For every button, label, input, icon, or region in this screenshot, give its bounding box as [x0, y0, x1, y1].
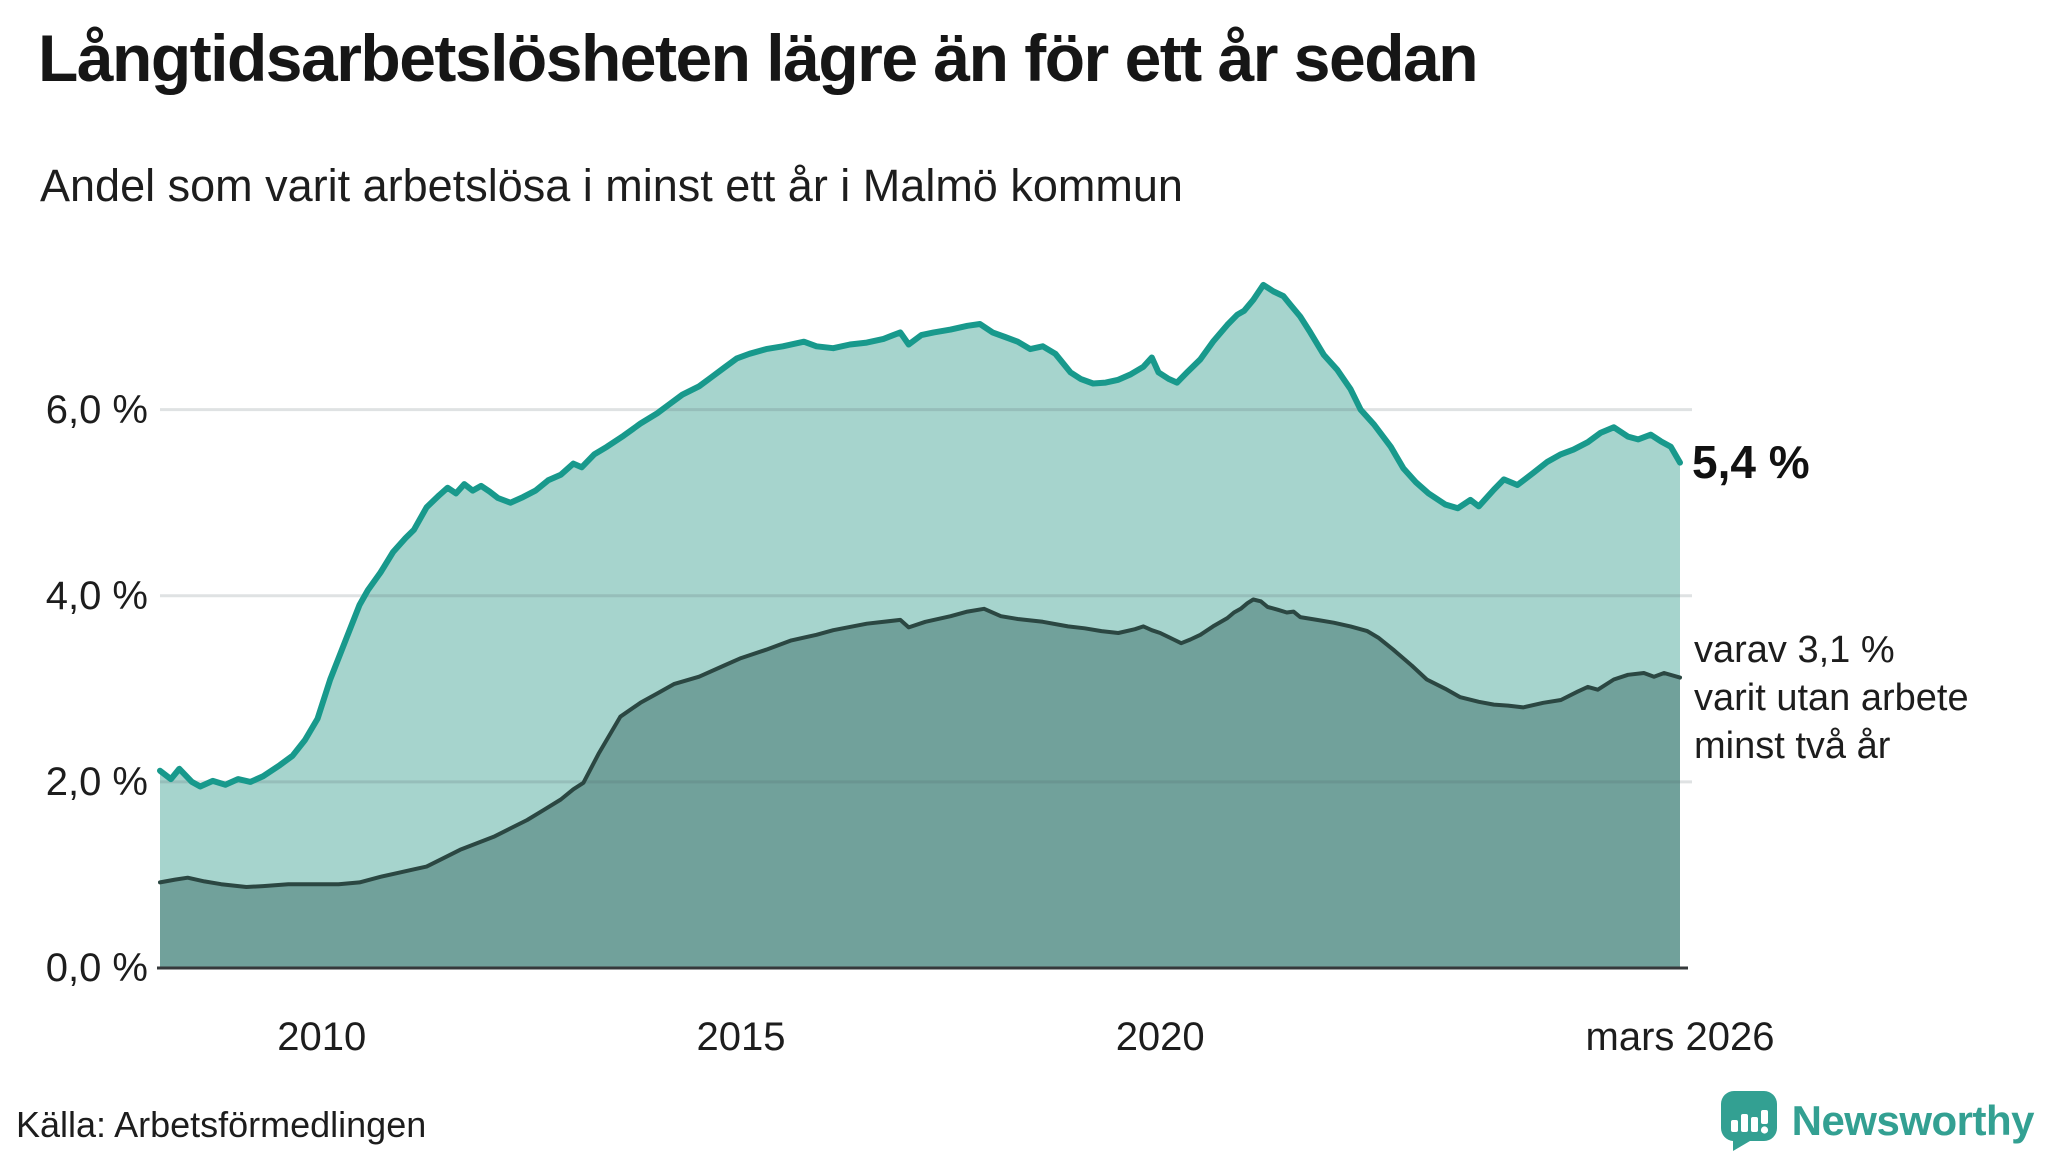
x-tick-label: 2015 [696, 1015, 786, 1059]
source-credit: Källa: Arbetsförmedlingen [16, 1104, 427, 1145]
bar-tall [1740, 1114, 1748, 1132]
y-tick-label: 6,0 % [45, 387, 148, 432]
annotation-line: varit utan arbete [1694, 676, 1969, 719]
y-tick-label: 0,0 % [45, 946, 148, 990]
brand-name: Newsworthy [1791, 1097, 2035, 1144]
y-tick-label: 4,0 % [45, 573, 148, 618]
bar-short [1730, 1120, 1738, 1132]
gridlines [160, 408, 1692, 784]
exclamation-bar [1760, 1110, 1768, 1124]
newsworthy-logo: Newsworthy [1720, 1090, 2035, 1152]
page-subtitle: Andel som varit arbetslösa i minst ett å… [40, 160, 1183, 211]
bar-medium [1750, 1117, 1758, 1132]
line-at-least-one-year [157, 281, 1683, 790]
x-tick-label: 2010 [277, 1015, 367, 1059]
x-tick-label: 2020 [1115, 1015, 1205, 1059]
annotation-line: minst två år [1694, 724, 1891, 767]
exclamation-dot [1760, 1126, 1768, 1134]
series-end-annotation: varav 3,1 % varit utan arbete minst två … [1694, 626, 1969, 770]
newsworthy-bubble-icon [1720, 1091, 1777, 1151]
page-title: Långtidsarbetslösheten lägre än för ett … [38, 21, 1479, 95]
annotation-line: varav 3,1 % [1694, 628, 1895, 671]
y-tick-label: 2,0 % [45, 759, 148, 804]
area-at-least-two-years [160, 599, 1680, 968]
line-at-least-two-years [158, 597, 1682, 889]
x-tick-label: mars 2026 [1585, 1015, 1775, 1059]
series-end-value-label: 5,4 % [1692, 435, 1810, 488]
